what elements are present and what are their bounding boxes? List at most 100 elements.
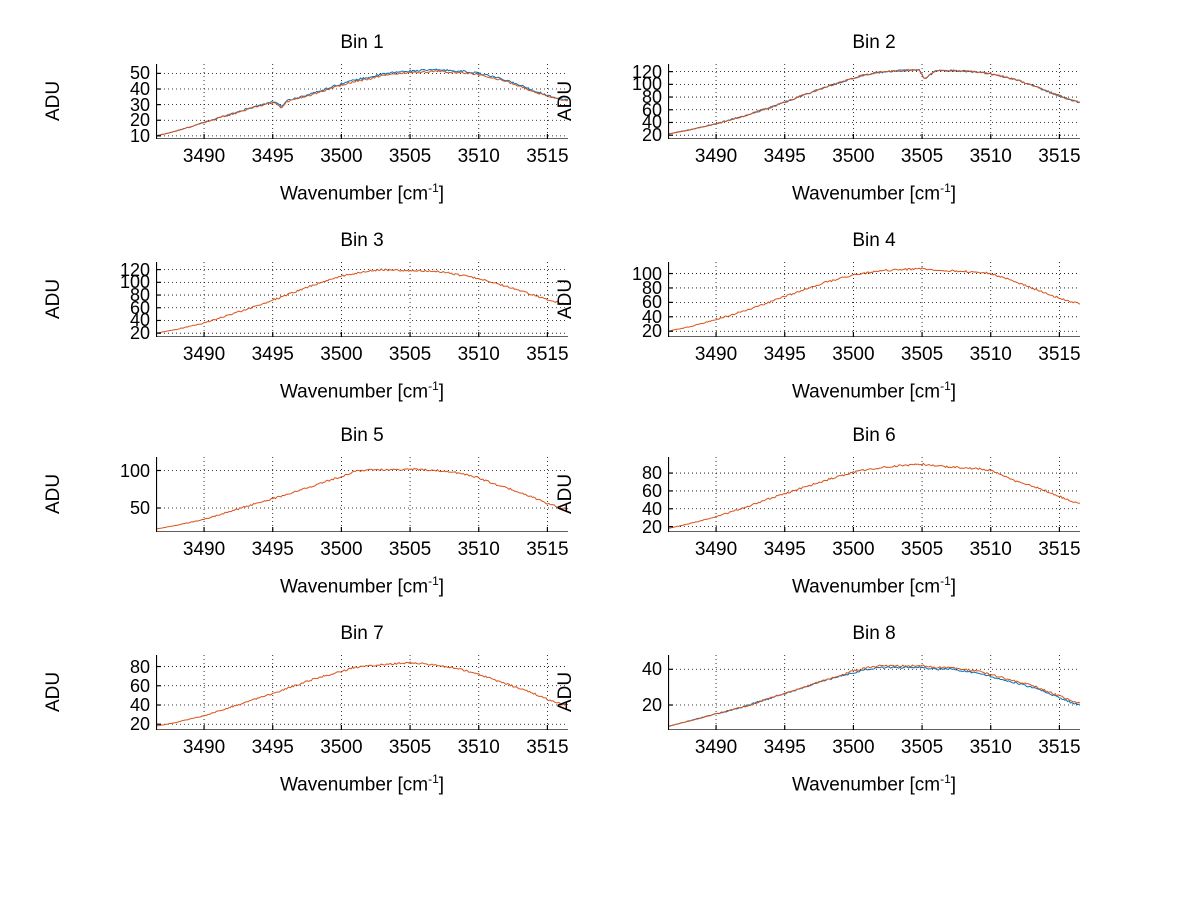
x-tick-label: 3505 [900,737,944,758]
y-tick-label: 30 [129,94,150,115]
y-axis-label-text: ADU [555,80,576,121]
x-tick-label: 3515 [1038,344,1081,365]
y-tick-label: 40 [641,659,662,680]
plot-area [668,655,1080,730]
subplot-title: Bin 8 [852,623,896,644]
x-axis-label: Wavenumber [cm-1] [791,181,957,205]
x-tick-label: 3505 [388,146,432,167]
subplot-bin3: Bin 3 ADU 20 40 60 80 100 120 3490 3495 3500 3505 35… [0,230,569,435]
y-tick-label: 20 [129,714,150,735]
series-trace_b [156,467,568,530]
subplot-title: Bin 6 [852,425,896,446]
subplot-bin7: Bin 7 ADU 20 40 60 80 3490 3495 3500 3505 3510 3515… [0,623,569,828]
x-tick-label: 3510 [457,146,500,167]
y-axis-label-text: ADU [43,671,64,712]
series-trace_b [156,268,568,334]
subplot-bin4: Bin 4 ADU 20 40 60 80 100 3490 3495 3500 3505 3510 3… [512,230,1081,435]
y-axis-label: ADU [546,80,586,120]
x-tick-label: 3515 [1038,539,1081,560]
y-tick-label: 100 [119,272,150,293]
plot-area [668,457,1080,532]
plot-area [156,64,568,139]
x-tick-label: 3500 [320,344,363,365]
x-tick-label: 3510 [969,737,1012,758]
y-tick-label: 60 [641,99,662,120]
y-tick-label: 40 [641,498,662,519]
y-tick-label: 40 [129,310,150,331]
x-tick-label: 3495 [251,737,294,758]
y-tick-label: 20 [641,321,662,342]
x-tick-label: 3495 [763,344,806,365]
subplot-bin8: Bin 8 ADU 20 40 3490 3495 3500 3505 3510 3515 Wave… [512,623,1081,828]
x-axis-label: Wavenumber [cm-1] [279,379,445,403]
y-axis-label-text: ADU [555,278,576,319]
y-tick-label: 120 [119,259,150,280]
y-tick-label: 80 [129,656,150,677]
y-axis-label: ADU [34,671,74,711]
series-trace_b [668,664,1080,727]
x-tick-label: 3490 [182,344,226,365]
x-tick-label: 3490 [694,737,738,758]
y-tick-label: 60 [129,297,150,318]
x-tick-label: 3495 [763,737,806,758]
y-tick-label: 60 [129,675,150,696]
x-tick-label: 3490 [182,146,226,167]
y-tick-label: 20 [641,125,662,146]
x-tick-label: 3500 [320,737,363,758]
x-tick-label: 3505 [900,344,944,365]
y-tick-label: 20 [129,110,150,131]
y-tick-label: 20 [641,516,662,537]
y-axis-label-text: ADU [43,80,64,121]
plot-area [668,64,1080,139]
plot-area [156,457,568,532]
y-axis-label-text: ADU [555,473,576,514]
x-tick-label: 3495 [251,146,294,167]
x-tick-label: 3500 [832,737,875,758]
y-axis-label: ADU [34,473,74,513]
series-trace_a [668,665,1080,727]
series-trace_a [156,68,568,137]
y-axis-label: ADU [546,473,586,513]
x-tick-label: 3490 [182,539,226,560]
y-tick-label: 10 [129,125,150,146]
y-axis-label: ADU [34,80,74,120]
x-tick-label: 3500 [832,539,875,560]
series-trace_b [668,462,1080,529]
y-tick-label: 20 [641,695,662,715]
plot-area [156,262,568,337]
y-tick-label: 40 [129,695,150,715]
series-trace_b [668,69,1080,135]
series-trace_b [668,267,1080,332]
x-tick-label: 3510 [969,539,1012,560]
x-tick-label: 3495 [763,539,806,560]
x-tick-label: 3515 [526,344,569,365]
y-tick-label: 20 [129,323,150,344]
y-tick-label: 50 [129,63,150,84]
y-tick-label: 40 [641,306,662,327]
x-tick-label: 3515 [1038,737,1081,758]
subplot-bin6: Bin 6 ADU 20 40 60 80 3490 3495 3500 3505 3510 3515… [512,425,1081,630]
x-tick-label: 3505 [388,344,432,365]
x-tick-label: 3510 [457,737,500,758]
series-trace_b [156,69,568,137]
subplot-bin2: Bin 2 ADU 20 40 60 80 100 120 3490 3495 3500 3505 35… [512,32,1081,237]
x-axis-label: Wavenumber [cm-1] [791,379,957,403]
y-tick-label: 80 [641,463,662,484]
y-tick-label: 80 [641,277,662,298]
plot-area [156,655,568,730]
x-tick-label: 3490 [694,344,738,365]
x-tick-label: 3490 [182,737,226,758]
x-tick-label: 3490 [694,146,738,167]
subplot-title: Bin 7 [340,623,384,644]
plot-area [668,262,1080,337]
series-trace_b [156,661,568,727]
y-tick-label: 100 [119,460,150,481]
x-tick-label: 3500 [320,539,363,560]
subplot-title: Bin 5 [340,425,384,446]
y-tick-label: 80 [129,285,150,306]
x-tick-label: 3495 [251,344,294,365]
x-tick-label: 3495 [763,146,806,167]
y-axis-label-text: ADU [555,671,576,712]
y-axis-label: ADU [546,278,586,318]
